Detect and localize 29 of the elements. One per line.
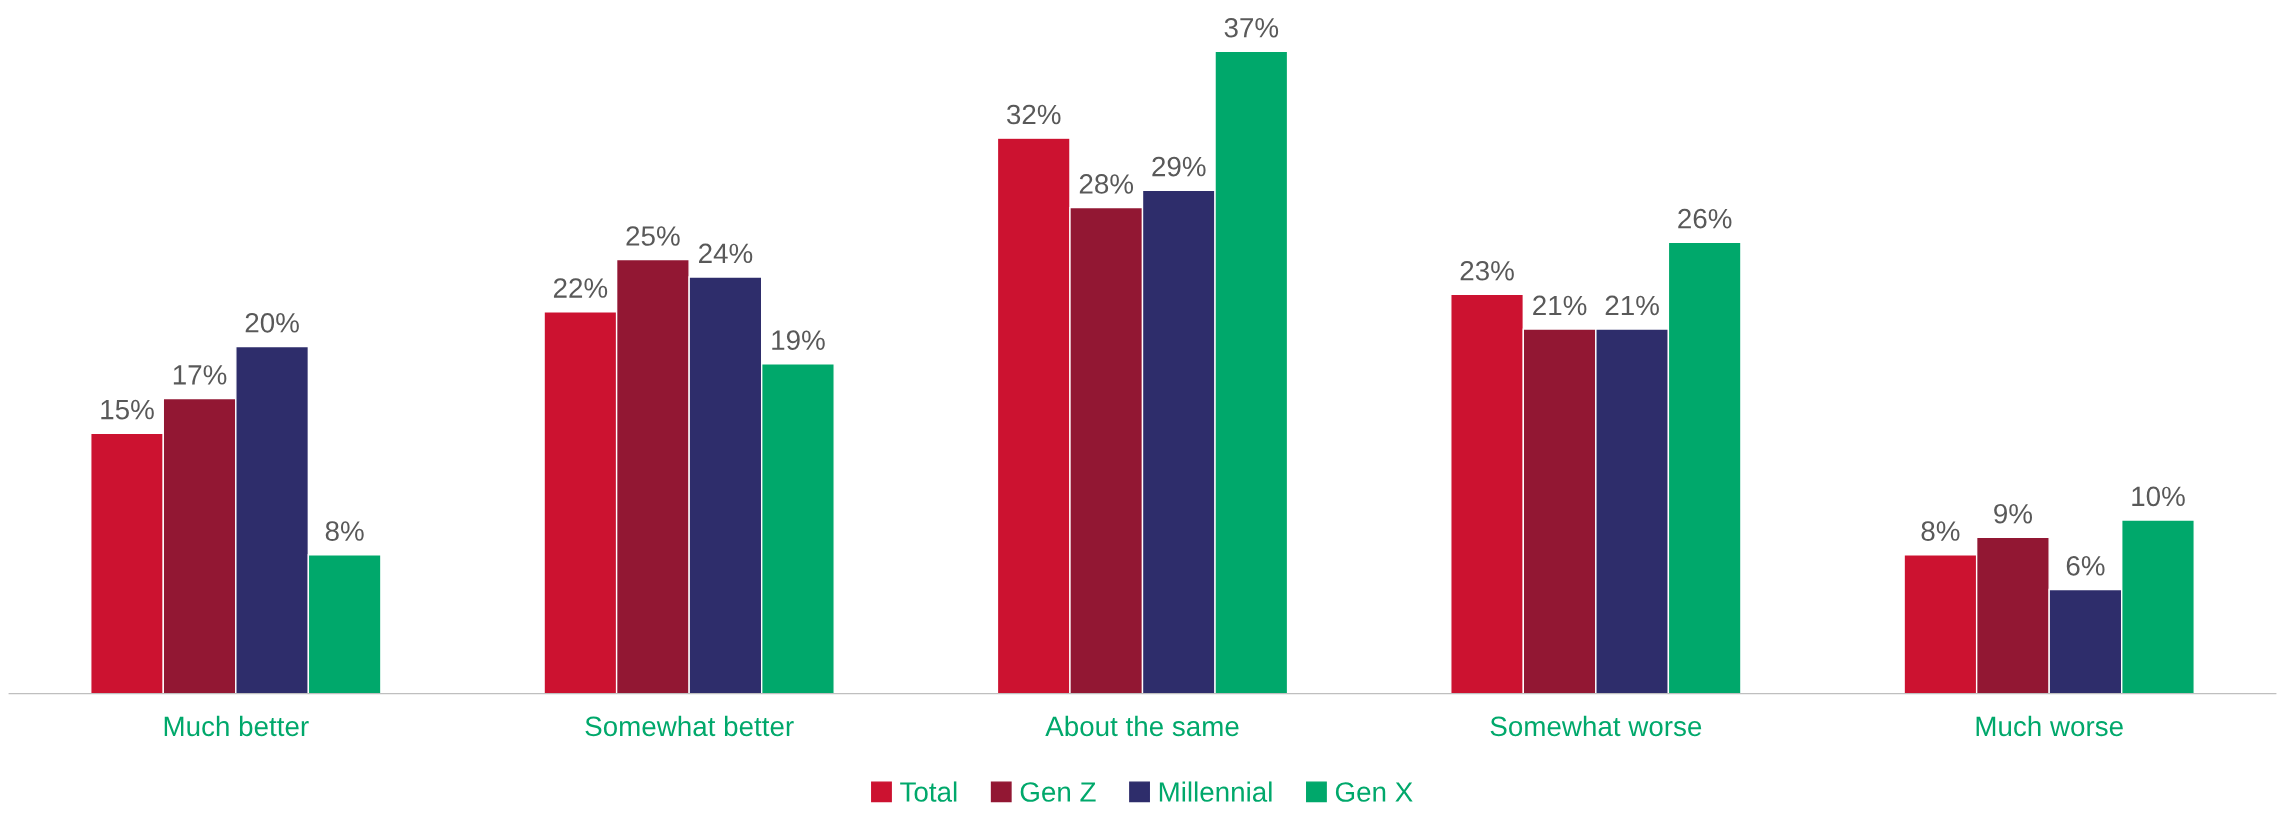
data-label: 19% <box>772 330 825 350</box>
data-label: 8% <box>325 521 364 541</box>
legend-label: Millennial <box>1159 781 1272 802</box>
data-label: 24% <box>699 243 753 264</box>
x-tick-label: Much worse <box>1976 715 2123 737</box>
data-label: 6% <box>2066 555 2105 576</box>
data-label: 21% <box>1605 295 1659 316</box>
data-label: 20% <box>245 312 299 333</box>
data-label: 32% <box>1006 104 1061 125</box>
data-label: 9% <box>1994 503 2033 524</box>
data-label: 15% <box>101 399 154 420</box>
data-label: 26% <box>1678 208 1732 229</box>
x-tick-label: About the same <box>1045 715 1239 737</box>
data-label: 17% <box>173 365 227 385</box>
legend-label: Gen X <box>1335 782 1413 802</box>
x-tick-label: Somewhat worse <box>1490 715 1702 737</box>
data-label: 22% <box>553 278 608 298</box>
data-label: 8% <box>1921 521 1960 541</box>
data-label: 37% <box>1224 17 1279 38</box>
x-tick-label: Much better <box>164 715 309 737</box>
data-label: 29% <box>1152 156 1206 177</box>
data-label: 10% <box>2132 486 2185 507</box>
data-label: 23% <box>1460 260 1514 281</box>
data-label: 28% <box>1079 174 1134 194</box>
data-label: 25% <box>626 226 680 246</box>
x-tick-label: Somewhat better <box>585 715 794 737</box>
data-label: 21% <box>1533 295 1587 316</box>
legend-label: Gen Z <box>1020 782 1096 802</box>
legend-label: Total <box>900 781 957 802</box>
